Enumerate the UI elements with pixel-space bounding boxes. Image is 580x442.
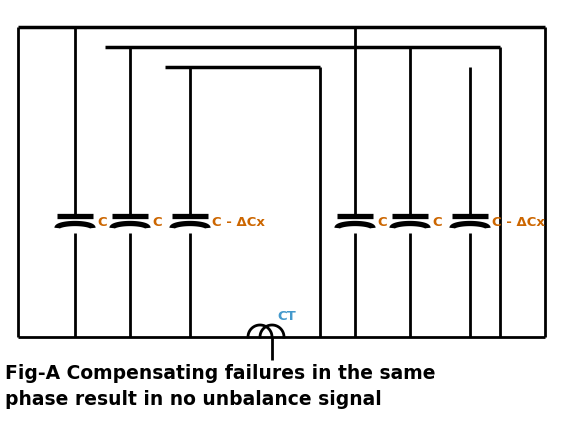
Text: C - ΔCx: C - ΔCx bbox=[492, 216, 545, 229]
Text: phase result in no unbalance signal: phase result in no unbalance signal bbox=[5, 390, 382, 409]
Text: CT: CT bbox=[277, 310, 296, 323]
Text: C - ΔCx: C - ΔCx bbox=[212, 216, 265, 229]
Text: C: C bbox=[377, 216, 387, 229]
Text: Fig-A Compensating failures in the same: Fig-A Compensating failures in the same bbox=[5, 364, 436, 383]
Text: C: C bbox=[97, 216, 107, 229]
Text: C: C bbox=[152, 216, 162, 229]
Text: C: C bbox=[432, 216, 441, 229]
